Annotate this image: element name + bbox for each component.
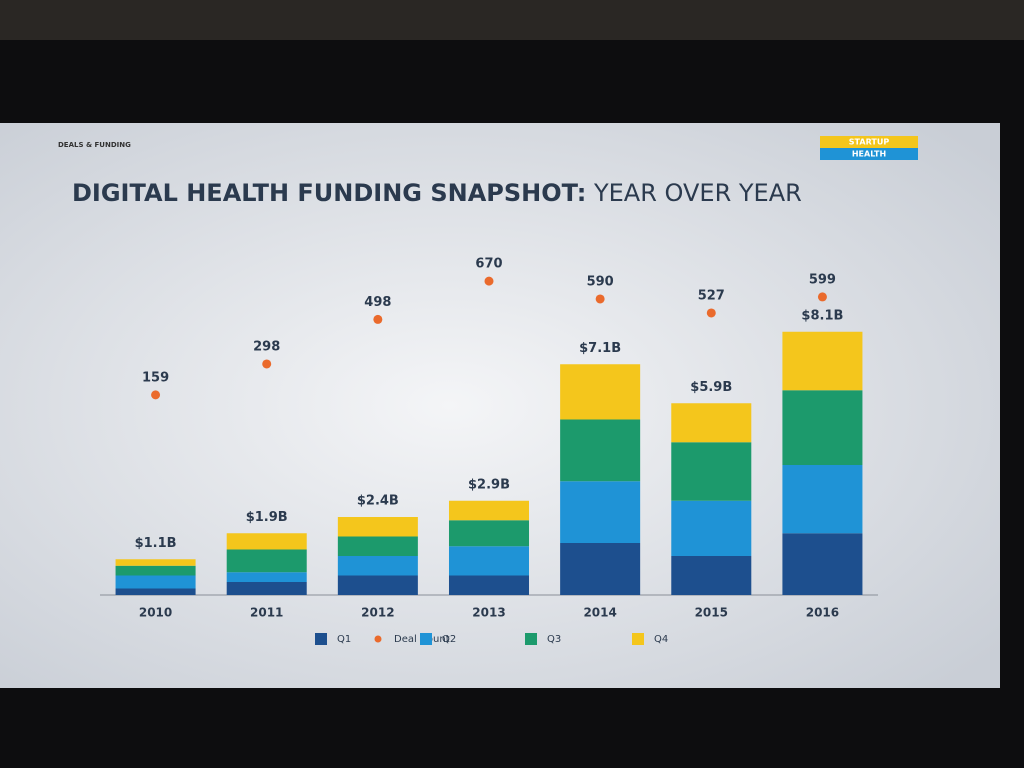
bar-segment bbox=[226, 533, 307, 550]
deal-label: 498 bbox=[364, 295, 391, 310]
logo-text: STARTUP bbox=[849, 138, 890, 147]
legend-dot bbox=[374, 635, 382, 643]
bar-segment bbox=[226, 549, 307, 573]
bar-segment bbox=[671, 442, 752, 501]
deal-dot bbox=[151, 390, 161, 400]
bar-segment bbox=[337, 517, 418, 537]
bar-segment bbox=[560, 364, 641, 420]
x-tick-label: 2014 bbox=[583, 606, 616, 620]
bar-segment bbox=[782, 331, 863, 391]
x-tick-label: 2010 bbox=[139, 606, 172, 620]
deal-label: 159 bbox=[142, 370, 169, 385]
ceiling bbox=[0, 0, 1024, 40]
logo-text: HEALTH bbox=[852, 150, 886, 159]
bar-segment bbox=[560, 481, 641, 543]
bar-segment bbox=[782, 465, 863, 534]
bar-segment bbox=[560, 419, 641, 482]
x-tick-label: 2011 bbox=[250, 606, 283, 620]
x-tick-label: 2015 bbox=[695, 606, 728, 620]
title-bold: DIGITAL HEALTH FUNDING SNAPSHOT: bbox=[72, 179, 586, 207]
deal-label: 670 bbox=[475, 257, 502, 272]
x-tick-label: 2013 bbox=[472, 606, 505, 620]
total-label: $7.1B bbox=[579, 341, 621, 356]
total-label: $1.1B bbox=[135, 536, 177, 551]
legend-swatch bbox=[420, 633, 432, 645]
bar-segment bbox=[782, 533, 863, 595]
legend-swatch bbox=[632, 633, 644, 645]
bar-segment bbox=[337, 536, 418, 556]
bar-segment bbox=[448, 575, 530, 595]
legend-label: Q1 bbox=[337, 634, 351, 645]
title-rest: YEAR OVER YEAR bbox=[593, 179, 802, 207]
bar-segment bbox=[115, 559, 196, 566]
bar-segment bbox=[115, 575, 196, 589]
legend-label: Q3 bbox=[547, 634, 561, 645]
bar-segment bbox=[226, 572, 307, 582]
tab: DEALS & FUNDING bbox=[58, 141, 131, 149]
logo-box bbox=[820, 148, 918, 160]
bar-segment bbox=[337, 575, 418, 595]
legend-label: Q4 bbox=[654, 634, 668, 645]
bar-segment bbox=[448, 520, 530, 547]
total-label: $2.9B bbox=[468, 477, 510, 492]
deal-dot bbox=[595, 294, 605, 304]
total-label: $2.4B bbox=[357, 494, 399, 509]
deal-dot bbox=[373, 314, 383, 324]
deal-dot bbox=[484, 276, 494, 286]
deal-label: 590 bbox=[587, 274, 614, 289]
deal-label: 599 bbox=[809, 272, 836, 287]
deal-dot bbox=[817, 292, 827, 302]
bar-segment bbox=[560, 543, 641, 595]
deal-label: 298 bbox=[253, 339, 280, 354]
bar-segment bbox=[671, 556, 752, 595]
bar-segment bbox=[226, 582, 307, 595]
deal-label: 527 bbox=[698, 288, 725, 303]
total-label: $5.9B bbox=[690, 380, 732, 395]
x-tick-label: 2012 bbox=[361, 606, 394, 620]
legend-label: Q2 bbox=[442, 634, 456, 645]
bar-segment bbox=[337, 556, 418, 576]
bar-segment bbox=[448, 500, 530, 521]
deal-dot bbox=[706, 308, 716, 318]
bar-segment bbox=[782, 390, 863, 465]
bar-segment bbox=[671, 403, 752, 443]
total-label: $8.1B bbox=[801, 308, 843, 323]
bar-segment bbox=[115, 588, 196, 595]
bar-segment bbox=[115, 565, 196, 576]
total-label: $1.9B bbox=[246, 510, 288, 525]
bar-segment bbox=[448, 546, 530, 576]
deal-dot bbox=[262, 359, 272, 369]
legend-swatch bbox=[315, 633, 327, 645]
chart-title: DIGITAL HEALTH FUNDING SNAPSHOT: YEAR OV… bbox=[72, 179, 802, 207]
x-tick-label: 2016 bbox=[806, 606, 839, 620]
legend-swatch bbox=[525, 633, 537, 645]
bar-segment bbox=[671, 500, 752, 556]
